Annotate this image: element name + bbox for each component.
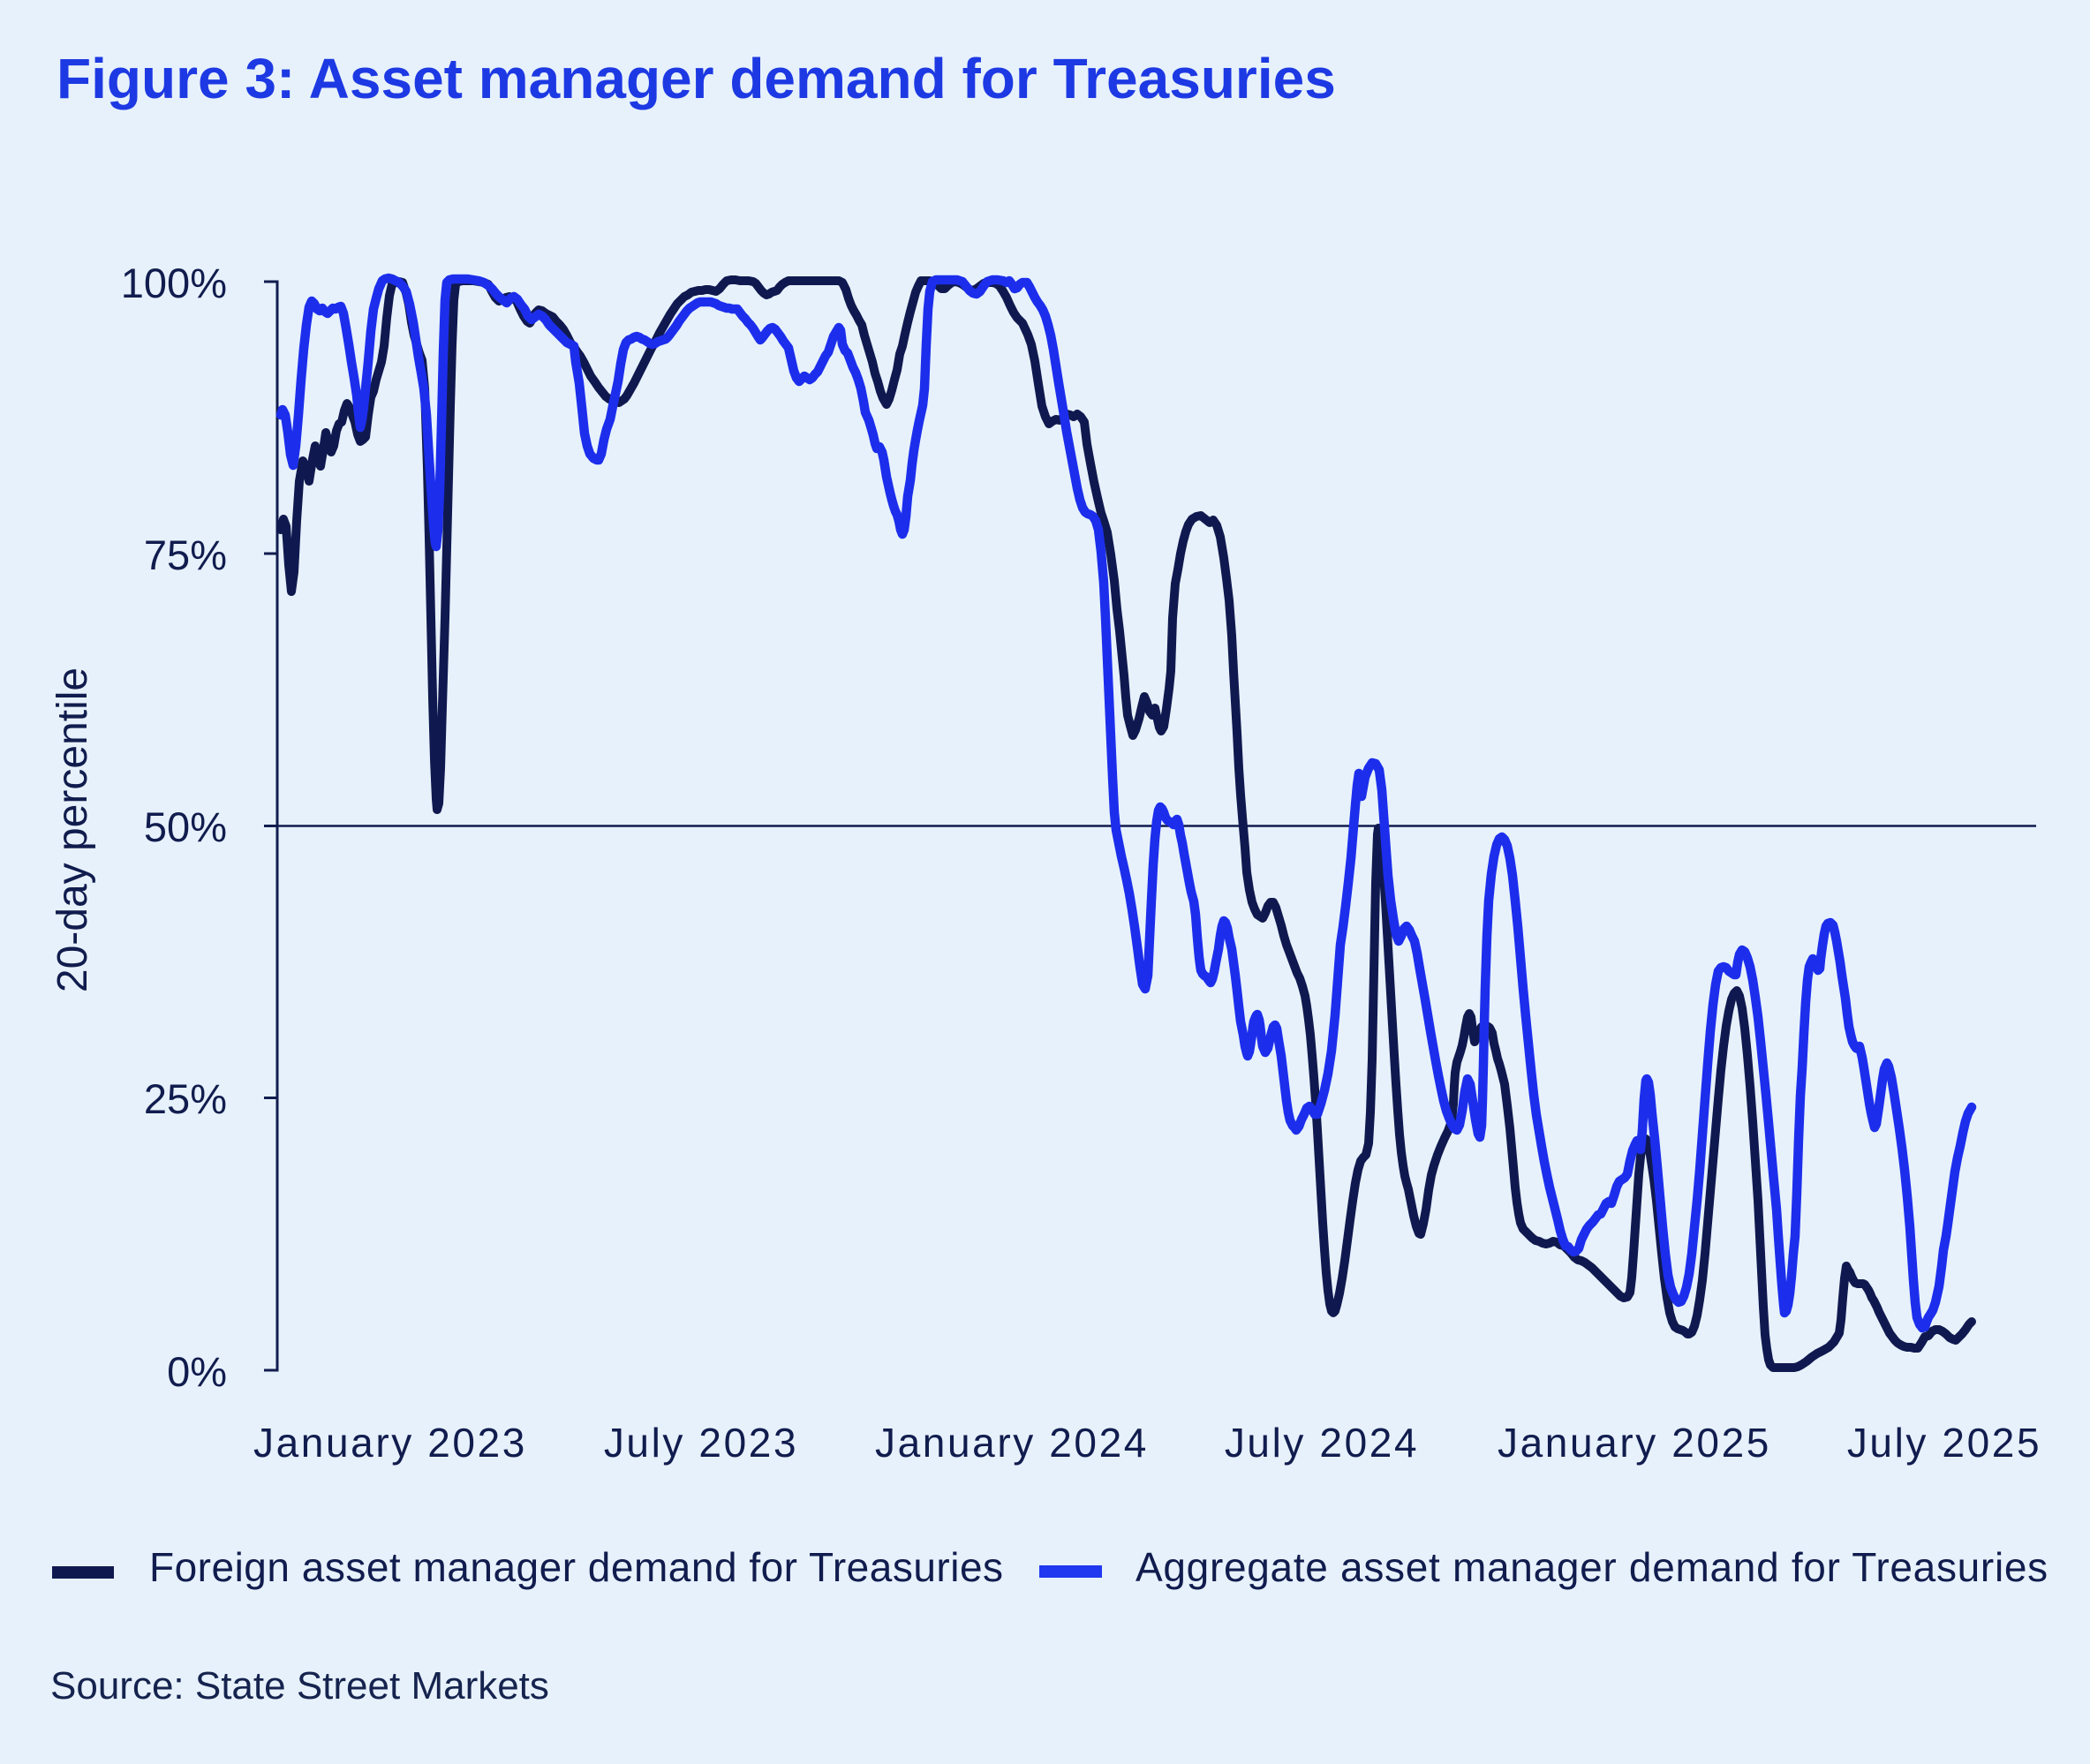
svg-text:January 2024: January 2024: [875, 1420, 1149, 1466]
svg-text:20-day percentile: 20-day percentile: [49, 667, 96, 992]
svg-text:Foreign asset manager demand f: Foreign asset manager demand for Treasur…: [149, 1544, 1004, 1590]
svg-text:Source: State Street Markets: Source: State Street Markets: [50, 1664, 549, 1707]
svg-text:75%: 75%: [144, 531, 227, 578]
svg-text:25%: 25%: [144, 1075, 227, 1122]
svg-text:Figure 3: Asset manager demand: Figure 3: Asset manager demand for Treas…: [57, 47, 1336, 110]
svg-text:0%: 0%: [167, 1348, 227, 1395]
svg-text:July 2023: July 2023: [604, 1420, 798, 1466]
svg-text:July 2024: July 2024: [1225, 1420, 1419, 1466]
svg-text:January 2025: January 2025: [1498, 1420, 1771, 1466]
svg-text:Aggregate asset manager demand: Aggregate asset manager demand for Treas…: [1136, 1544, 2049, 1590]
svg-text:July 2025: July 2025: [1847, 1420, 2041, 1466]
svg-text:50%: 50%: [144, 803, 227, 850]
svg-text:January 2023: January 2023: [253, 1420, 527, 1466]
svg-text:100%: 100%: [121, 260, 227, 306]
